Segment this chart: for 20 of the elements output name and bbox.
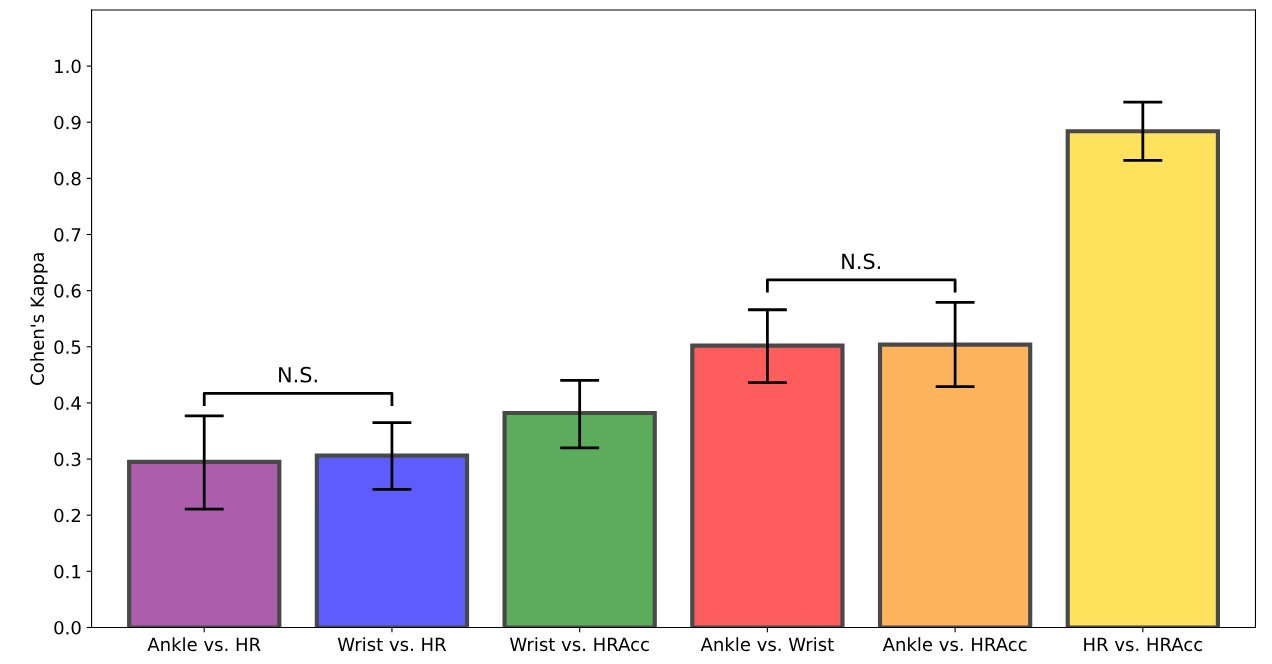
- x-tick-label: Ankle vs. HR: [147, 637, 261, 652]
- annotation: N.S.: [842, 253, 881, 270]
- annotation: N.S.: [279, 366, 317, 383]
- x-tick-label: HR vs. HRAcc: [1084, 637, 1203, 652]
- x-tick-label: Ankle vs. HRAcc: [882, 637, 1027, 652]
- y-tick-label: 1.0: [55, 59, 81, 74]
- y-tick-label: 0.9: [54, 115, 81, 130]
- x-tick-label: Wrist vs. HR: [337, 637, 447, 652]
- y-tick-label: 0.2: [54, 508, 81, 523]
- y-tick-label: 0.4: [54, 396, 81, 411]
- x-tick-label: Wrist vs. HRAcc: [509, 637, 649, 652]
- y-tick-label: 0.6: [54, 284, 81, 298]
- y-axis-title: Cohen's Kappa: [30, 253, 48, 385]
- y-tick-label: 0.5: [54, 340, 81, 354]
- y-tick-label: 0.0: [54, 620, 81, 635]
- y-tick-label: 0.7: [54, 227, 81, 242]
- x-tick-label: Ankle vs. Wrist: [700, 637, 834, 652]
- y-tick-label: 0.3: [54, 452, 81, 467]
- y-tick-label: 0.1: [54, 564, 81, 579]
- y-tick-label: 0.8: [54, 171, 81, 186]
